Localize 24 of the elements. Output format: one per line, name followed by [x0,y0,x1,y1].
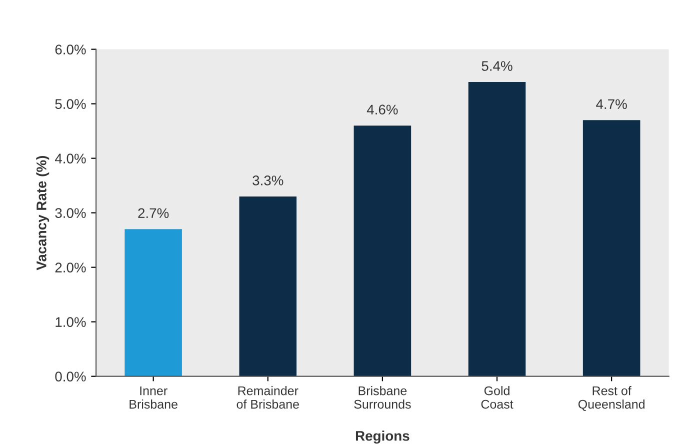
y-tick-label: 0.0% [55,372,86,382]
y-tick-label: 5.0% [55,99,86,109]
x-tick-label: Remainder of Brisbane [236,386,299,409]
bar [468,82,526,376]
x-tick-label: Brisbane Surrounds [354,386,411,409]
x-tick-label: Rest of Queensland [578,386,644,411]
y-tick-label: 4.0% [54,154,86,164]
x-tick-label: Gold Coast [481,386,514,409]
data-label: 2.7% [138,208,169,218]
y-tick-label: 2.0% [55,262,86,272]
bar [239,196,297,376]
x-axis-title: Regions [356,430,410,444]
y-axis-title: Vacancy Rate (%) [36,156,50,270]
y-tick-label: 1.0% [56,317,86,327]
data-label: 4.7% [596,99,627,110]
y-tick-label: 3.0% [55,208,86,218]
data-label: 4.6% [366,104,398,115]
data-label: 5.4% [482,61,512,71]
data-label: 3.3% [252,176,284,186]
y-tick-label: 6.0% [55,44,86,54]
bar [582,120,640,376]
bar [354,126,412,376]
bar [124,229,182,376]
x-tick-label: Inner Brisbane [130,386,178,409]
